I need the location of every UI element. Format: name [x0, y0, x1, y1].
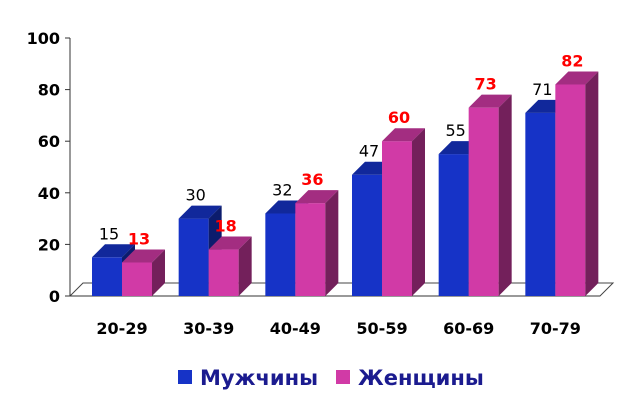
x-tick-label: 20-29 — [96, 319, 147, 338]
data-label-men: 15 — [99, 224, 119, 243]
x-tick-label: 70-79 — [530, 319, 581, 338]
bar-front — [295, 203, 326, 296]
chart-legend: Мужчины Женщины — [178, 366, 484, 390]
bar-front — [352, 174, 382, 296]
y-tick-label: 100 — [27, 29, 60, 48]
y-tick-label: 60 — [38, 132, 60, 151]
bar-front — [208, 249, 239, 296]
bar-front — [178, 218, 209, 296]
legend-swatch-women — [336, 370, 350, 384]
bar-30-39-women — [208, 236, 252, 296]
x-tick-label: 50-59 — [356, 319, 407, 338]
bar-front — [382, 141, 412, 296]
data-label-men: 30 — [185, 186, 205, 205]
bar-front — [92, 257, 122, 296]
y-axis-ticks: 0 20 40 60 80 100 — [27, 29, 70, 306]
bar-top — [468, 94, 512, 108]
x-tick-label: 30-39 — [183, 319, 234, 338]
data-label-men: 55 — [445, 121, 465, 140]
bar-top — [208, 236, 252, 250]
bar-front — [265, 213, 296, 296]
bar-top — [382, 128, 425, 142]
bar-top — [92, 244, 135, 258]
bar-20-29-women — [122, 249, 165, 296]
bar-front — [525, 112, 556, 296]
bar-side — [325, 190, 339, 296]
x-tick-label: 60-69 — [443, 319, 494, 338]
bar-top — [122, 249, 165, 263]
y-tick-label: 20 — [38, 235, 60, 254]
bar-40-49-women — [295, 190, 339, 296]
data-label-men: 47 — [359, 142, 379, 161]
legend-label-women: Женщины — [358, 366, 484, 390]
data-label-men: 32 — [272, 180, 292, 199]
x-axis-ticks: 20-29 30-39 40-49 50-59 60-69 70-79 — [96, 319, 581, 338]
y-tick-label: 40 — [38, 184, 60, 203]
bar-side — [585, 71, 599, 296]
data-label-women: 18 — [215, 217, 237, 236]
bar-front — [122, 262, 152, 296]
bar-side — [238, 236, 252, 296]
value-labels: 15 13 30 18 32 36 47 60 55 73 71 82 — [99, 51, 584, 248]
bar-side — [498, 94, 512, 296]
data-label-women: 73 — [475, 75, 497, 94]
bar-front — [555, 84, 586, 296]
bar-side — [412, 128, 425, 296]
chart-bars — [92, 71, 599, 296]
data-label-women: 36 — [301, 170, 323, 189]
data-label-men: 71 — [532, 80, 552, 99]
bar-front — [438, 154, 469, 296]
bar-top — [295, 190, 339, 204]
bar-60-69-women — [468, 94, 512, 296]
data-label-women: 82 — [561, 51, 583, 70]
bar-top — [178, 205, 222, 219]
x-tick-label: 40-49 — [270, 319, 321, 338]
y-tick-label: 0 — [49, 287, 60, 306]
legend-swatch-men — [178, 370, 192, 384]
legend-label-men: Мужчины — [200, 366, 318, 390]
bar-front — [468, 107, 499, 296]
bar-top — [555, 71, 599, 85]
y-tick-label: 80 — [38, 81, 60, 100]
bar-side — [152, 249, 165, 296]
data-label-women: 13 — [128, 229, 150, 248]
data-label-women: 60 — [388, 108, 410, 127]
bar-70-79-women — [555, 71, 599, 296]
bar-50-59-women — [382, 128, 425, 296]
